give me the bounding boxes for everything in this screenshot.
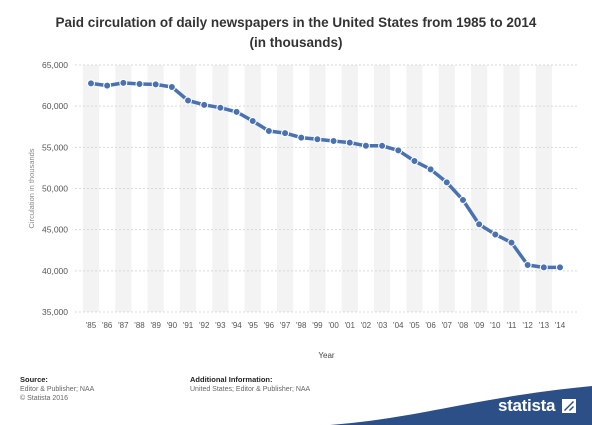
- data-point: [475, 220, 484, 229]
- data-point: [264, 127, 273, 136]
- x-tick-label: '07: [442, 321, 453, 330]
- data-point: [200, 100, 209, 109]
- x-tick-label: '94: [231, 321, 242, 330]
- data-point: [297, 133, 306, 142]
- x-tick-label: '93: [215, 321, 226, 330]
- additional-info-block: Additional Information: United States; E…: [190, 375, 310, 394]
- statista-logo-icon[interactable]: [562, 399, 576, 413]
- data-point: [442, 178, 451, 187]
- x-tick-label: '04: [393, 321, 404, 330]
- x-tick-label: '98: [296, 321, 307, 330]
- data-point: [539, 263, 548, 272]
- data-point: [556, 263, 564, 272]
- data-point: [426, 165, 435, 174]
- x-tick-label: '13: [539, 321, 550, 330]
- x-tick-label: '01: [345, 321, 356, 330]
- data-point: [167, 82, 176, 91]
- y-tick-label: 45,000: [42, 225, 68, 235]
- y-tick-label: 65,000: [42, 60, 68, 70]
- plot-stripe: [374, 65, 391, 312]
- x-tick-label: '91: [183, 321, 194, 330]
- plot-stripe: [276, 65, 294, 312]
- x-axis-label: Year: [318, 351, 335, 360]
- source-heading: Source:: [20, 375, 48, 384]
- data-point: [216, 103, 225, 112]
- data-point: [184, 96, 193, 105]
- y-tick-label: 50,000: [42, 184, 68, 194]
- data-point: [361, 141, 370, 150]
- x-tick-label: '06: [425, 321, 436, 330]
- chart-title-line1: Paid circulation of daily newspapers in …: [55, 15, 537, 30]
- data-point: [313, 135, 322, 144]
- data-point: [329, 136, 338, 145]
- source-block: Source: Editor & Publisher; NAA © Statis…: [20, 375, 94, 403]
- data-point: [135, 79, 144, 88]
- y-tick-label: 35,000: [42, 307, 68, 317]
- x-tick-label: '90: [167, 321, 178, 330]
- x-tick-label: '96: [264, 321, 275, 330]
- data-point: [507, 238, 516, 247]
- x-tick-label: '05: [409, 321, 420, 330]
- x-tick-label: '92: [199, 321, 210, 330]
- x-tick-label: '08: [458, 321, 469, 330]
- statista-logo-text[interactable]: statista: [498, 396, 556, 415]
- x-tick-label: '12: [522, 321, 533, 330]
- x-tick-label: '11: [507, 321, 517, 330]
- y-axis-label: Circulation in thousands: [27, 148, 36, 228]
- x-tick-label: '14: [555, 321, 566, 330]
- x-tick-label: '88: [134, 321, 145, 330]
- x-tick-label: '89: [150, 321, 161, 330]
- plot-stripe: [438, 65, 455, 312]
- copyright-text: © Statista 2016: [20, 395, 68, 402]
- data-point: [458, 196, 467, 205]
- data-point: [378, 141, 387, 150]
- chart-title: Paid circulation of daily newspapers in …: [0, 13, 592, 53]
- chart-title-line2: (in thousands): [249, 35, 343, 50]
- x-tick-label: '97: [280, 321, 291, 330]
- data-point: [119, 78, 128, 87]
- data-point: [345, 138, 354, 147]
- data-point: [151, 80, 160, 89]
- x-tick-label: '02: [361, 321, 372, 330]
- x-tick-label: '03: [377, 321, 388, 330]
- plot-stripe: [341, 65, 358, 312]
- x-tick-label: '00: [328, 321, 339, 330]
- data-point: [410, 156, 419, 165]
- data-point: [523, 260, 532, 269]
- x-tick-label: '86: [102, 321, 113, 330]
- plot-stripe: [309, 65, 326, 312]
- source-text: Editor & Publisher; NAA: [20, 386, 95, 393]
- data-point: [103, 81, 112, 90]
- x-tick-label: '95: [248, 321, 259, 330]
- data-point: [248, 117, 257, 126]
- x-tick-label: '85: [86, 321, 97, 330]
- x-tick-label: '87: [118, 321, 129, 330]
- x-tick-label: '09: [474, 321, 485, 330]
- data-point: [394, 146, 403, 155]
- y-tick-label: 55,000: [42, 142, 68, 152]
- y-tick-label: 40,000: [42, 266, 68, 276]
- y-tick-label: 60,000: [42, 101, 68, 111]
- data-point: [232, 107, 241, 116]
- x-tick-label: '99: [312, 321, 323, 330]
- data-point: [87, 79, 95, 88]
- x-tick-label: '10: [490, 321, 501, 330]
- data-point: [491, 230, 500, 239]
- plot-stripe: [406, 65, 423, 312]
- data-point: [281, 129, 290, 138]
- additional-info-heading: Additional Information:: [190, 375, 273, 384]
- additional-info-text: United States; Editor & Publisher; NAA: [190, 386, 311, 393]
